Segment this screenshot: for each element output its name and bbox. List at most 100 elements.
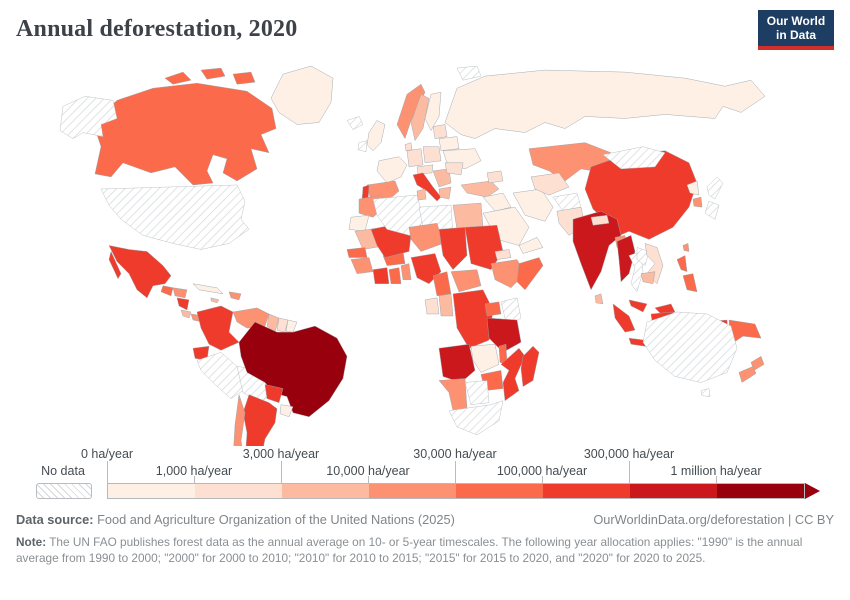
country-congo[interactable] bbox=[438, 293, 454, 317]
legend-bin-3[interactable] bbox=[369, 484, 456, 498]
legend-bin-1[interactable] bbox=[195, 484, 282, 498]
country-south-korea[interactable] bbox=[692, 196, 703, 208]
legend-bin-0[interactable] bbox=[108, 484, 195, 498]
country-zambia[interactable] bbox=[470, 343, 500, 373]
country-malaysia[interactable] bbox=[654, 303, 676, 315]
country-tanzania[interactable] bbox=[486, 317, 522, 353]
country-indonesia[interactable] bbox=[612, 303, 636, 333]
country-united-states[interactable] bbox=[100, 184, 250, 250]
country-colombia[interactable] bbox=[196, 305, 240, 351]
country-australia[interactable] bbox=[642, 311, 738, 383]
country-greece[interactable] bbox=[438, 186, 452, 200]
country-turkey[interactable] bbox=[460, 180, 500, 198]
country-uzbekistan-turkmenistan[interactable] bbox=[530, 172, 570, 196]
country-peru[interactable] bbox=[196, 352, 244, 399]
country-denmark[interactable] bbox=[404, 142, 413, 151]
country-baltic-states[interactable] bbox=[432, 124, 448, 139]
country-kazakhstan[interactable] bbox=[528, 142, 612, 182]
country-nepal[interactable] bbox=[590, 214, 610, 226]
country-svalbard[interactable] bbox=[456, 65, 482, 81]
country-south-africa[interactable] bbox=[448, 400, 504, 436]
country-somalia[interactable] bbox=[516, 257, 544, 291]
country-gabon[interactable] bbox=[424, 297, 440, 315]
country-sri-lanka[interactable] bbox=[594, 293, 604, 305]
country-philippines[interactable] bbox=[682, 273, 698, 293]
country-central-african-republic[interactable] bbox=[450, 269, 482, 293]
country-mexico[interactable] bbox=[108, 245, 172, 299]
country-france[interactable] bbox=[376, 156, 408, 184]
country-japan[interactable] bbox=[706, 176, 724, 200]
country-french-guiana[interactable] bbox=[285, 319, 298, 333]
country-greenland[interactable] bbox=[270, 65, 334, 125]
country-czechia-austria[interactable] bbox=[416, 164, 434, 175]
country-uganda[interactable] bbox=[484, 301, 502, 317]
country-norway[interactable] bbox=[396, 83, 426, 139]
owid-link[interactable]: OurWorldinData.org/deforestation | CC BY bbox=[593, 512, 834, 527]
country-madagascar[interactable] bbox=[520, 346, 540, 387]
country-sudan[interactable] bbox=[464, 225, 504, 270]
country-chad[interactable] bbox=[438, 227, 468, 270]
legend-bin-7[interactable] bbox=[717, 484, 804, 498]
country-north-korea[interactable] bbox=[686, 180, 700, 196]
country-brazil[interactable] bbox=[238, 321, 348, 418]
country-honduras[interactable] bbox=[172, 287, 188, 299]
country-canada[interactable] bbox=[232, 71, 256, 85]
country-guinea[interactable] bbox=[350, 257, 374, 274]
country-philippines[interactable] bbox=[676, 255, 688, 272]
country-egypt[interactable] bbox=[452, 202, 484, 230]
legend-bin-5[interactable] bbox=[543, 484, 630, 498]
country-ireland[interactable] bbox=[357, 140, 368, 152]
country-cambodia[interactable] bbox=[640, 271, 656, 284]
country-canada[interactable] bbox=[200, 67, 226, 80]
country-niger[interactable] bbox=[408, 223, 444, 252]
country-australia[interactable] bbox=[700, 388, 711, 397]
country-myanmar[interactable] bbox=[616, 235, 636, 282]
country-tunisia[interactable] bbox=[416, 188, 427, 201]
country-namibia[interactable] bbox=[438, 378, 468, 411]
legend-bin-4[interactable] bbox=[456, 484, 543, 498]
country-sweden[interactable] bbox=[410, 94, 430, 141]
country-malaysia[interactable] bbox=[628, 299, 648, 313]
country-guatemala[interactable] bbox=[160, 285, 174, 297]
country-belarus[interactable] bbox=[438, 136, 460, 151]
country-cote-divoire[interactable] bbox=[372, 267, 390, 284]
country-taiwan[interactable] bbox=[682, 243, 690, 252]
country-balkans[interactable] bbox=[432, 168, 452, 188]
country-senegal[interactable] bbox=[346, 247, 368, 258]
country-cameroon[interactable] bbox=[432, 271, 452, 297]
country-paraguay[interactable] bbox=[264, 384, 284, 403]
country-costa-rica[interactable] bbox=[180, 309, 192, 319]
country-botswana[interactable] bbox=[464, 380, 490, 405]
country-kenya[interactable] bbox=[500, 297, 522, 327]
legend-bin-6[interactable] bbox=[630, 484, 717, 498]
country-laos[interactable] bbox=[636, 247, 650, 266]
owid-logo[interactable]: Our World in Data bbox=[758, 10, 834, 50]
country-japan[interactable] bbox=[704, 200, 720, 220]
country-india[interactable] bbox=[572, 210, 622, 291]
country-mexico[interactable] bbox=[108, 251, 122, 279]
country-finland[interactable] bbox=[424, 92, 442, 131]
country-canada[interactable] bbox=[164, 71, 192, 85]
country-mozambique[interactable] bbox=[500, 348, 526, 401]
country-romania[interactable] bbox=[444, 162, 464, 176]
country-dominican-republic[interactable] bbox=[228, 291, 242, 301]
country-argentina[interactable] bbox=[242, 394, 278, 446]
country-iceland[interactable] bbox=[346, 116, 364, 130]
country-drc[interactable] bbox=[452, 289, 494, 349]
country-western-sahara[interactable] bbox=[348, 214, 370, 232]
country-angola[interactable] bbox=[438, 343, 476, 383]
country-venezuela[interactable] bbox=[232, 307, 270, 329]
country-ghana[interactable] bbox=[388, 267, 402, 284]
country-germany[interactable] bbox=[406, 148, 424, 168]
country-eritrea[interactable] bbox=[494, 249, 512, 260]
country-russia[interactable] bbox=[444, 69, 766, 139]
country-nicaragua[interactable] bbox=[176, 297, 190, 311]
country-united-kingdom[interactable] bbox=[366, 120, 386, 151]
country-caucasus[interactable] bbox=[486, 170, 504, 184]
country-mongolia[interactable] bbox=[602, 146, 666, 170]
country-benin-togo[interactable] bbox=[400, 263, 412, 280]
country-chile[interactable] bbox=[233, 394, 255, 446]
country-new-zealand[interactable] bbox=[738, 366, 757, 383]
country-uruguay[interactable] bbox=[279, 404, 294, 418]
country-yemen-oman[interactable] bbox=[518, 237, 544, 254]
